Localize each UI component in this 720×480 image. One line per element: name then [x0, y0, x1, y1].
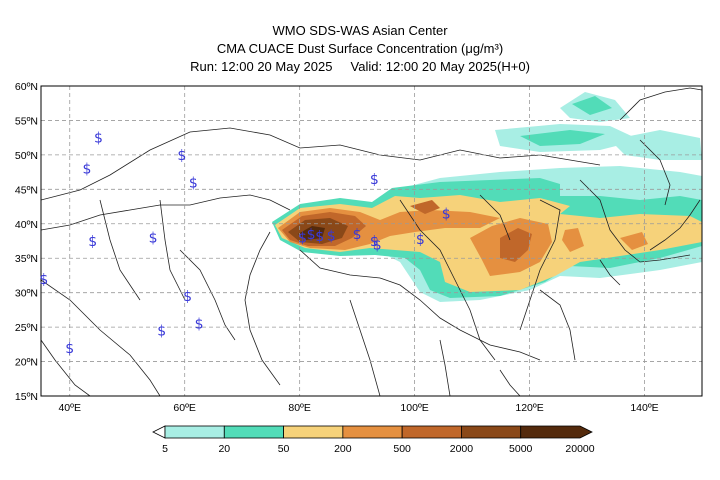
dust-symbol: $ [353, 227, 362, 243]
colorbar-level-label: 5000 [509, 443, 533, 455]
lat-tick-label: 35ºN [15, 253, 38, 265]
map-title: WMO SDS-WAS Asian Center [272, 23, 448, 38]
country-borders [41, 87, 702, 396]
dust-symbol: $ [39, 272, 48, 288]
graticule [41, 86, 702, 396]
dust-symbol: $ [307, 227, 316, 243]
dust-symbol: $ [94, 131, 103, 147]
run-time: 12:00 20 May 2025 [221, 59, 333, 74]
lat-tick-label: 20ºN [15, 357, 38, 369]
run-label: Run: [190, 59, 218, 74]
colorbar-level-label: 2000 [450, 443, 474, 455]
dust-symbol: $ [83, 162, 92, 178]
dust-symbol: $ [183, 289, 192, 305]
lat-tick-label: 60ºN [15, 81, 38, 93]
lat-tick-label: 40ºN [15, 219, 38, 231]
colorbar-swatch [223, 425, 284, 439]
dust-symbol: $ [315, 229, 324, 245]
dust-symbol: $ [370, 172, 379, 188]
map-frame [40, 85, 703, 397]
lon-tick-label: 40ºE [58, 402, 81, 414]
lat-tick-label: 30ºN [15, 288, 38, 300]
colorbar-extend-low [152, 425, 166, 439]
dust-weather-symbols: $$$$ $$$ $ $ $ $ $ $ $$ $$$$$$ [39, 131, 450, 357]
lat-tick-label: 50ºN [15, 150, 38, 162]
colorbar-swatch [401, 425, 462, 439]
colorbar-level-label: 20 [218, 443, 230, 455]
lat-tick-label: 25ºN [15, 322, 38, 334]
lon-tick-label: 60ºE [173, 402, 196, 414]
lon-tick-label: 140ºE [630, 402, 658, 414]
colorbar-swatch [520, 425, 593, 439]
dust-symbol: $ [416, 232, 425, 248]
dust-level-5000-20000 [298, 226, 325, 240]
lon-tick-label: 100ºE [400, 402, 428, 414]
dust-symbol: $ [189, 175, 198, 191]
valid-time: 12:00 20 May 2025(H+0) [385, 59, 530, 74]
colorbar-level-label: 50 [278, 443, 290, 455]
lat-tick-label: 15ºN [15, 391, 38, 403]
colorbar-swatch [283, 425, 344, 439]
run-valid-line: Run: 12:00 20 May 2025 Valid: 12:00 20 M… [0, 59, 720, 75]
colorbar-level-label: 200 [334, 443, 352, 455]
colorbar-swatch [342, 425, 403, 439]
dust-symbol: $ [442, 206, 451, 222]
dust-symbol: $ [65, 341, 74, 357]
latitude-ticks: 60ºN 55ºN 50ºN 45ºN 40ºN 35ºN 30ºN 25ºN 20ºN 15ºN [15, 81, 38, 403]
colorbar-level-label: 20000 [565, 443, 594, 455]
dust-symbol: $ [177, 148, 186, 164]
valid-label: Valid: [350, 59, 383, 74]
dust-symbol: $ [195, 317, 204, 333]
color-bar: 5 20 50 200 500 2000 5000 20000 [152, 425, 595, 455]
lon-tick-label: 80ºE [288, 402, 311, 414]
dust-symbol: $ [88, 234, 97, 250]
dust-symbol: $ [373, 237, 382, 253]
longitude-ticks: 40ºE 60ºE 80ºE 100ºE 120ºE 140ºE [58, 402, 658, 414]
dust-symbol: $ [370, 234, 379, 250]
lat-tick-label: 55ºN [15, 115, 38, 127]
map-subtitle: CMA CUACE Dust Surface Concentration (μg… [216, 41, 504, 56]
dust-symbol: $ [327, 228, 336, 244]
dust-symbol: $ [157, 324, 166, 340]
colorbar-swatch [461, 425, 522, 439]
colorbar-level-label: 500 [393, 443, 411, 455]
lon-tick-label: 120ºE [515, 402, 543, 414]
dust-symbol: $ [149, 231, 158, 247]
colorbar-swatch [164, 425, 225, 439]
lat-tick-label: 45ºN [15, 184, 38, 196]
dust-symbol: $ [298, 231, 307, 247]
dust-concentration-field [272, 92, 702, 302]
colorbar-level-label: 5 [162, 443, 168, 455]
